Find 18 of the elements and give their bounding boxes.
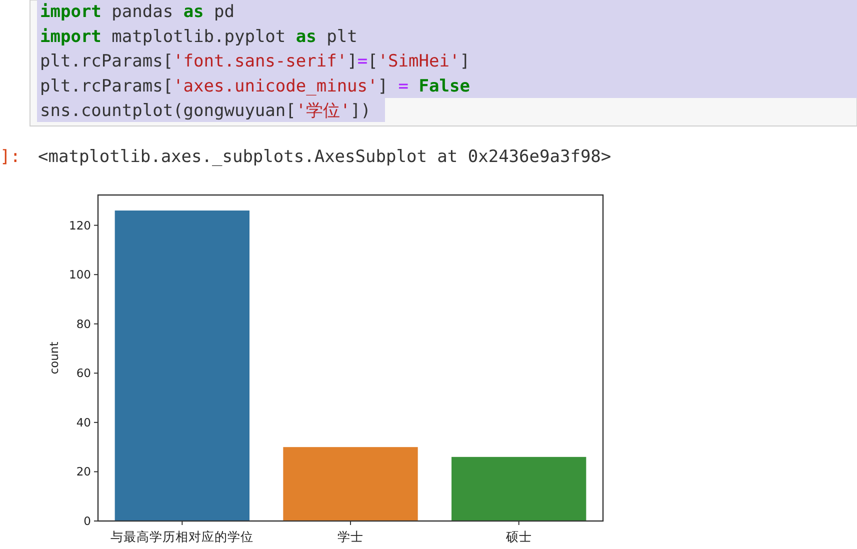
text: ]: (0, 147, 20, 167)
y-tick-label: 0 (84, 514, 91, 528)
x-tick-label: 学士 (338, 529, 364, 544)
text: <matplotlib.axes._subplots.AxesSubplot at 0x2436e9a3f98> (38, 147, 612, 167)
y-tick-label: 60 (76, 366, 91, 380)
text: import pandas as pd (40, 2, 235, 22)
y-tick-label: 20 (76, 464, 91, 479)
text: sns.countplot(gongwuyuan['学位']) (40, 101, 371, 122)
text: plt.rcParams['axes.unicode_minus'] = False (40, 76, 470, 96)
x-tick-label: 与最高学历相对应的学位 (110, 529, 254, 544)
x-tick-label: 硕士 (504, 529, 532, 544)
y-tick-label: 80 (76, 316, 91, 331)
text: plt.rcParams['font.sans-serif']=['SimHei'] (40, 52, 470, 72)
y-tick-label: 100 (69, 268, 91, 282)
text: import matplotlib.pyplot as plt (40, 26, 358, 47)
y-tick-label: 40 (76, 415, 91, 430)
y-tick-label: 120 (69, 218, 91, 232)
y-axis-title: count (47, 341, 61, 374)
